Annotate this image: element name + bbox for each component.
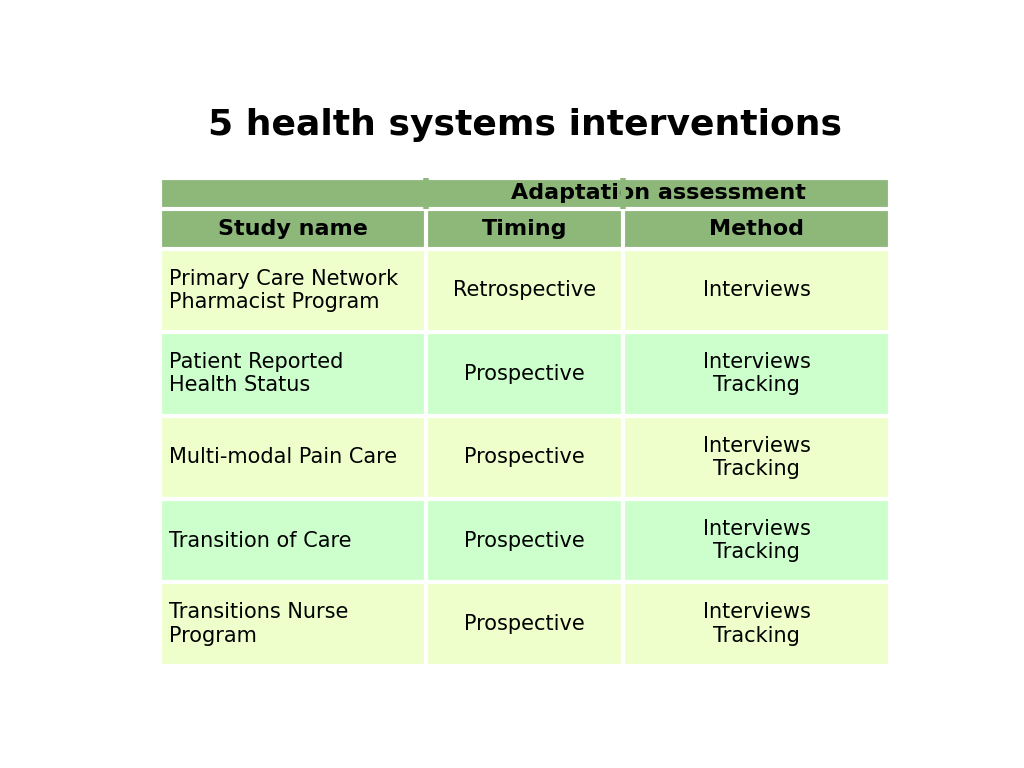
Bar [426, 415, 624, 499]
Bar [624, 582, 890, 666]
Text: Interviews
Tracking: Interviews Tracking [702, 435, 811, 478]
Bar [426, 499, 624, 582]
Text: Prospective: Prospective [465, 447, 585, 467]
Text: Transition of Care: Transition of Care [169, 531, 352, 551]
Text: Study name: Study name [218, 219, 368, 239]
Text: 5 health systems interventions: 5 health systems interventions [208, 108, 842, 141]
Bar [426, 249, 624, 332]
Bar [426, 209, 624, 249]
Text: Timing: Timing [482, 219, 567, 239]
Bar [624, 332, 890, 415]
Text: Transitions Nurse
Program: Transitions Nurse Program [169, 602, 348, 646]
Text: Retrospective: Retrospective [454, 280, 596, 300]
Text: Method: Method [709, 219, 804, 239]
Bar [426, 582, 624, 666]
Text: Adaptation assessment: Adaptation assessment [511, 184, 806, 204]
Text: Interviews
Tracking: Interviews Tracking [702, 519, 811, 562]
Bar [624, 499, 890, 582]
Bar [160, 415, 426, 499]
Bar [160, 249, 426, 332]
Bar [160, 178, 426, 249]
Text: Prospective: Prospective [465, 531, 585, 551]
Text: Prospective: Prospective [465, 614, 585, 634]
Text: Prospective: Prospective [465, 364, 585, 384]
Bar [624, 209, 890, 249]
Bar [624, 415, 890, 499]
Text: Interviews
Tracking: Interviews Tracking [702, 353, 811, 396]
Text: Interviews
Tracking: Interviews Tracking [702, 602, 811, 646]
Bar [160, 499, 426, 582]
Bar [160, 332, 426, 415]
Text: Primary Care Network
Pharmacist Program: Primary Care Network Pharmacist Program [169, 269, 398, 312]
Text: Multi-modal Pain Care: Multi-modal Pain Care [169, 447, 397, 467]
Text: Interviews: Interviews [702, 280, 811, 300]
Bar [426, 332, 624, 415]
Bar [426, 178, 890, 209]
Bar [160, 582, 426, 666]
Text: Patient Reported
Health Status: Patient Reported Health Status [169, 353, 344, 396]
Bar [624, 249, 890, 332]
